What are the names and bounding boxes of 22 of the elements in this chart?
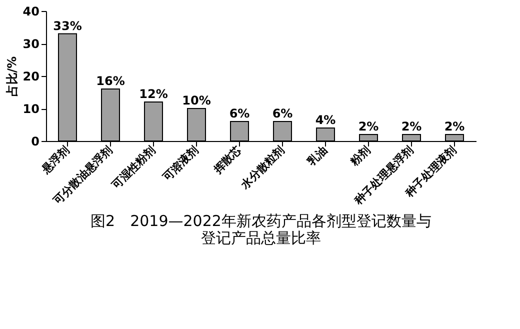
x-tick-label: 挥散芯 <box>210 144 244 177</box>
y-tick-label: 30 <box>22 37 40 51</box>
y-tick-label: 10 <box>22 102 40 116</box>
y-tick-label: 20 <box>22 70 40 84</box>
data-label: 6% <box>229 106 250 120</box>
text: 图2 2019—2022年新农药产品各剂型登记数量与登记产品总量比率 <box>90 212 432 247</box>
data-label: 10% <box>182 94 211 108</box>
data-label: 33% <box>53 18 82 33</box>
x-tick-label: 可溶液剂 <box>160 144 201 185</box>
data-label: 2% <box>401 120 422 134</box>
x-tick-label: 粉剂 <box>347 144 373 170</box>
y-axis-title: 占比/% <box>4 56 19 97</box>
x-tick-label: 乳油 <box>304 144 330 170</box>
data-label: 2% <box>444 120 465 134</box>
data-label: 2% <box>358 120 379 134</box>
data-label: 6% <box>272 106 293 120</box>
y-tick-label: 40 <box>22 4 40 18</box>
x-tick-label: 悬浮剂 <box>38 144 72 177</box>
data-label: 4% <box>315 113 336 127</box>
data-label: 12% <box>139 87 168 101</box>
data-label: 16% <box>96 74 125 88</box>
y-tick-label: 0 <box>31 134 40 148</box>
